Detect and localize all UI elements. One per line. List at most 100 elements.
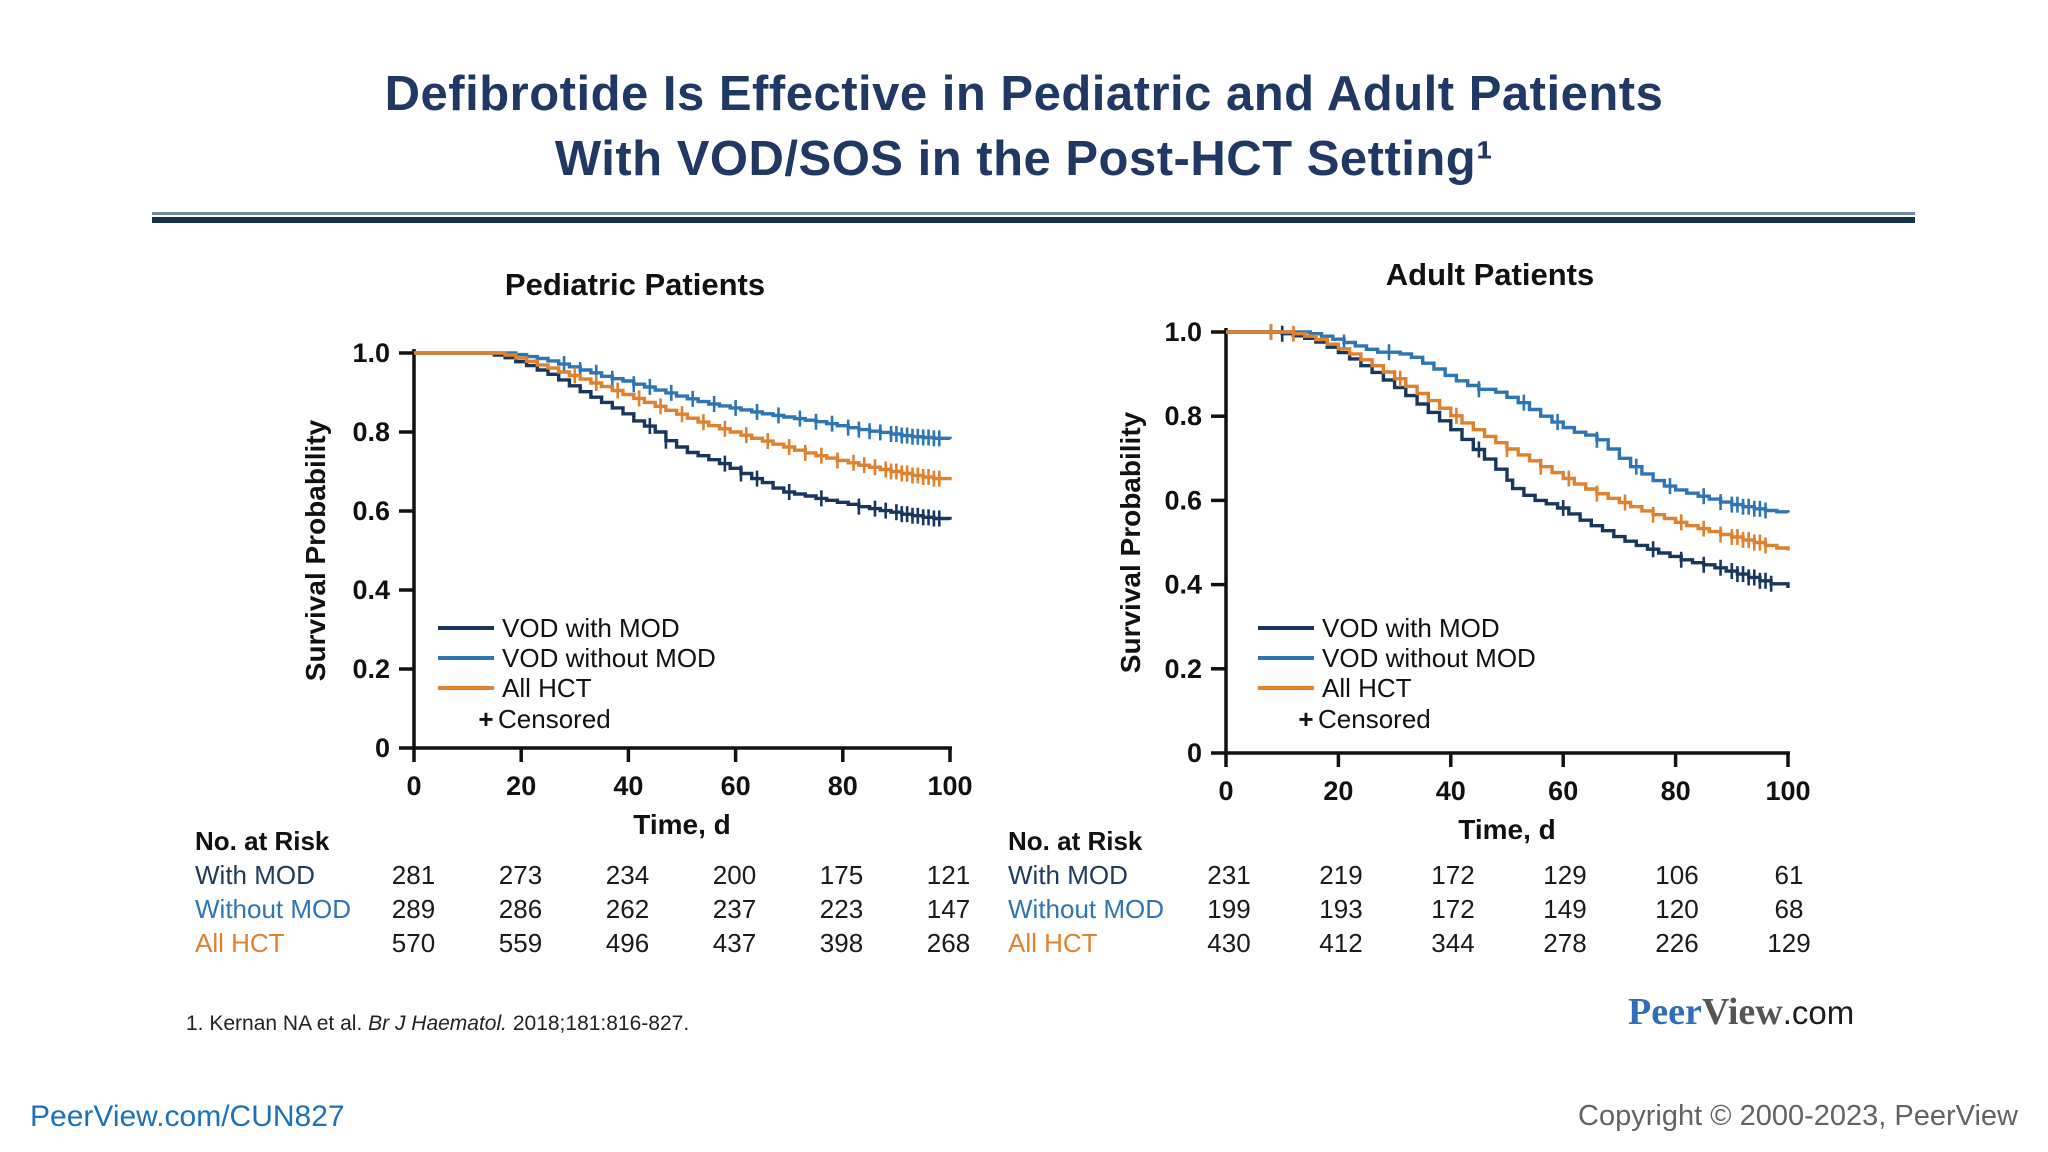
series-all-hct xyxy=(1226,324,1790,554)
risk-value: 398 xyxy=(819,928,864,958)
risk-value: 278 xyxy=(1543,928,1587,958)
page-title: Defibrotide Is Effective in Pediatric an… xyxy=(0,62,2048,191)
risk-table-header: No. at Risk xyxy=(1008,826,1143,856)
legend-label: VOD with MOD xyxy=(502,613,680,643)
censored-label: Censored xyxy=(1318,704,1431,734)
censored-marker: + xyxy=(478,704,493,734)
pediatric-risk-table: No. at Risk With MOD 281 273 234 200 175 121 Wit… xyxy=(195,824,1002,960)
y-axis-label: Survival Probability xyxy=(300,419,331,681)
risk-value: 570 xyxy=(391,928,436,958)
risk-value: 559 xyxy=(498,928,543,958)
y-axis-label: Survival Probability xyxy=(1115,411,1146,673)
peerview-logo-peer: Peer xyxy=(1628,991,1702,1033)
risk-value: 344 xyxy=(1431,928,1475,958)
legend-label: VOD with MOD xyxy=(1322,613,1500,643)
risk-value: 129 xyxy=(1767,928,1811,958)
title-divider xyxy=(152,212,1915,223)
legend-label: VOD without MOD xyxy=(1322,643,1536,673)
reference-citation: 1. Kernan NA et al. Br J Haematol. 2018;… xyxy=(186,1012,689,1036)
risk-table-header: No. at Risk xyxy=(195,826,330,856)
censored-label: Censored xyxy=(498,704,611,734)
x-tick-label: 80 xyxy=(1661,776,1691,806)
x-tick-label: 80 xyxy=(828,771,858,801)
y-tick-label: 0.4 xyxy=(352,575,390,605)
risk-row-label: Without MOD xyxy=(1008,894,1165,924)
chart-title: Pediatric Patients xyxy=(505,267,765,302)
series-vod-without-mod xyxy=(414,351,952,447)
risk-value: 289 xyxy=(391,894,436,924)
x-tick-label: 100 xyxy=(1765,776,1810,806)
y-tick-label: 0.6 xyxy=(352,496,390,526)
series-all-hct xyxy=(414,351,952,487)
reference-journal: Br J Haematol. xyxy=(368,1012,507,1035)
y-tick-label: 1.0 xyxy=(352,338,390,368)
risk-value: 61 xyxy=(1774,860,1804,890)
risk-value: 234 xyxy=(605,860,650,890)
title-divider-highlight xyxy=(152,212,1915,215)
legend-label: VOD without MOD xyxy=(502,643,716,673)
risk-value: 226 xyxy=(1655,928,1699,958)
page-title-line1: Defibrotide Is Effective in Pediatric an… xyxy=(384,67,1664,121)
risk-value: 199 xyxy=(1207,894,1251,924)
risk-value: 286 xyxy=(498,894,543,924)
risk-row-label: All HCT xyxy=(195,928,285,958)
series-vod-with-mod xyxy=(414,351,952,527)
x-tick-label: 60 xyxy=(721,771,751,801)
reference-issue: 2018;181:816-827. xyxy=(507,1012,690,1035)
x-tick-label: 40 xyxy=(613,771,643,801)
y-tick-label: 0 xyxy=(375,733,390,763)
axes xyxy=(1211,328,1790,767)
y-tick-label: 0.4 xyxy=(1164,570,1202,600)
peerview-logo: PeerView.com xyxy=(1628,990,1854,1034)
risk-value: 430 xyxy=(1207,928,1251,958)
risk-value: 149 xyxy=(1543,894,1587,924)
risk-row-label: With MOD xyxy=(195,860,315,890)
series-vod-with-mod xyxy=(1226,324,1790,592)
peerview-logo-com: .com xyxy=(1782,994,1855,1031)
pediatric-survival-chart: Pediatric Patients Survival Probability Ti… xyxy=(300,267,973,840)
risk-value: 237 xyxy=(712,894,757,924)
risk-value: 121 xyxy=(926,860,971,890)
risk-value: 496 xyxy=(605,928,650,958)
x-tick-label: 100 xyxy=(927,771,972,801)
x-tick-label: 0 xyxy=(1218,776,1233,806)
legend-label: All HCT xyxy=(1322,673,1412,703)
censored-marker: + xyxy=(1298,704,1313,734)
copyright-notice: Copyright © 2000-2023, PeerView xyxy=(1578,1100,2018,1132)
title-divider-bar xyxy=(152,217,1915,223)
x-tick-label: 20 xyxy=(506,771,536,801)
risk-value: 437 xyxy=(712,928,757,958)
risk-value: 147 xyxy=(926,894,971,924)
risk-value: 219 xyxy=(1319,860,1363,890)
risk-row-label: All HCT xyxy=(1008,928,1098,958)
risk-row-label: Without MOD xyxy=(195,894,352,924)
risk-value: 200 xyxy=(712,860,757,890)
adult-survival-chart: Adult Patients Survival Probability Time, … xyxy=(1115,257,1811,845)
risk-value: 175 xyxy=(819,860,864,890)
series-vod-without-mod xyxy=(1226,330,1790,519)
risk-value: 281 xyxy=(391,860,436,890)
risk-value: 129 xyxy=(1543,860,1587,890)
risk-value: 106 xyxy=(1655,860,1699,890)
risk-value: 172 xyxy=(1431,860,1475,890)
axes xyxy=(399,349,952,762)
y-tick-label: 0.2 xyxy=(1164,654,1202,684)
y-tick-label: 0.6 xyxy=(1164,485,1202,515)
risk-value: 120 xyxy=(1655,894,1699,924)
risk-value: 223 xyxy=(819,894,864,924)
peerview-program-link[interactable]: PeerView.com/CUN827 xyxy=(30,1100,345,1133)
risk-value: 172 xyxy=(1431,894,1475,924)
peerview-logo-view: View xyxy=(1701,991,1783,1033)
page-title-line2: With VOD/SOS in the Post-HCT Setting¹ xyxy=(554,131,1494,186)
risk-value: 412 xyxy=(1319,928,1363,958)
risk-value: 193 xyxy=(1319,894,1363,924)
x-tick-label: 20 xyxy=(1323,776,1353,806)
legend-label: All HCT xyxy=(502,673,592,703)
x-tick-label: 40 xyxy=(1436,776,1466,806)
y-tick-label: 0.8 xyxy=(1164,401,1202,431)
x-axis-label: Time, d xyxy=(1458,814,1556,845)
risk-value: 273 xyxy=(498,860,543,890)
y-tick-label: 0.2 xyxy=(352,654,390,684)
x-axis-label: Time, d xyxy=(633,809,731,840)
